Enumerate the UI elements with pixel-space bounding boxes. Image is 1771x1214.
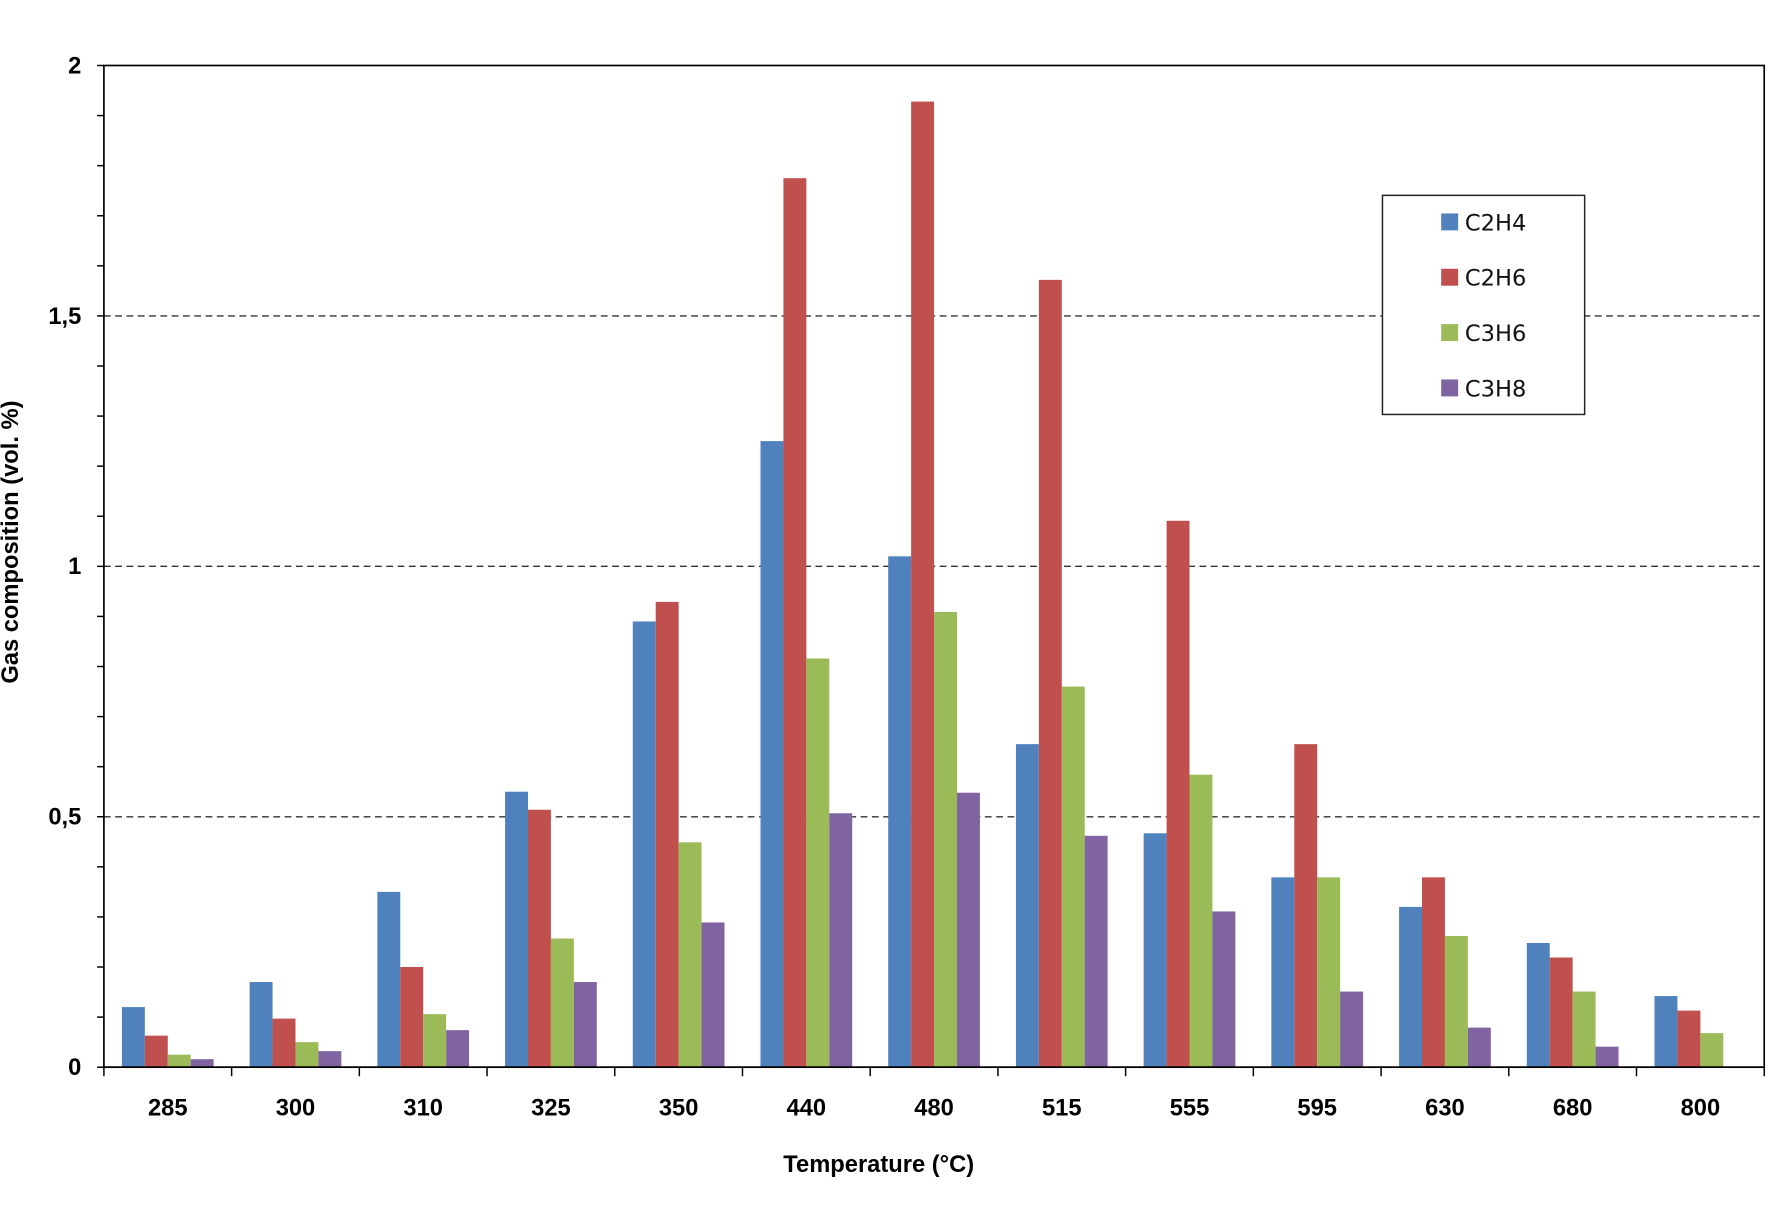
x-tick-label: 800 [1681, 1096, 1721, 1122]
bar-c3h8-630 [1467, 1027, 1491, 1068]
bar-c2h6-630 [1422, 877, 1445, 1068]
bar-c2h6-350 [655, 601, 679, 1068]
x-axis: 285 300 310 325 350 440 480 515 555 595 630 680 800 [103, 1066, 1765, 1122]
bar-c3h6-480 [934, 611, 957, 1068]
bar-c2h6-515 [1038, 279, 1062, 1068]
bar-c3h6-350 [678, 842, 702, 1068]
x-tick-label: 440 [787, 1096, 827, 1122]
bar-c2h4-630 [1399, 906, 1423, 1068]
bar-c2h6-680 [1549, 957, 1573, 1068]
bar-c3h6-595 [1317, 877, 1341, 1068]
bar-c2h6-440 [783, 178, 807, 1068]
bar-c3h6-300 [295, 1042, 319, 1068]
bar-c2h4-800 [1654, 996, 1678, 1068]
bar-c3h8-480 [956, 792, 980, 1068]
x-tick-label: 555 [1170, 1096, 1210, 1122]
y-axis: 0 0,5 1 1,5 2 [48, 53, 104, 1081]
bar-c2h4-285 [121, 1007, 145, 1068]
x-tick-label: 350 [659, 1096, 699, 1122]
bar-c3h8-555 [1212, 911, 1236, 1068]
legend-label-c3h6: C3H6 [1465, 321, 1526, 347]
bar-c3h6-680 [1572, 991, 1596, 1068]
bar-c2h4-555 [1143, 833, 1167, 1068]
bar-c3h6-800 [1700, 1033, 1724, 1068]
bar-c2h6-800 [1677, 1010, 1701, 1068]
bar-c2h6-480 [911, 101, 935, 1068]
bar-c3h6-285 [167, 1054, 191, 1068]
bar-c2h4-480 [888, 556, 912, 1068]
legend-label-c2h6: C2H6 [1465, 266, 1526, 292]
y-tick-label: 2 [68, 53, 81, 79]
bar-c2h4-310 [377, 891, 401, 1068]
x-tick-label: 300 [276, 1096, 316, 1122]
bar-c3h6-630 [1444, 935, 1468, 1068]
legend-swatch-c2h4 [1441, 213, 1459, 231]
bar-c3h6-440 [806, 658, 830, 1068]
y-tick-label: 0,5 [48, 805, 81, 831]
bar-c2h4-300 [249, 982, 273, 1068]
bar-c3h8-300 [318, 1051, 342, 1068]
bars [121, 101, 1724, 1068]
bar-c3h8-680 [1595, 1046, 1619, 1068]
bar-c3h8-285 [190, 1059, 214, 1068]
bar-c3h8-595 [1340, 991, 1364, 1068]
x-tick-label: 285 [148, 1096, 188, 1122]
bar-c2h6-300 [272, 1018, 296, 1068]
x-tick-label: 480 [914, 1096, 954, 1122]
bar-c2h4-325 [505, 791, 528, 1068]
bar-c2h6-555 [1166, 520, 1190, 1068]
y-tick-label: 1 [68, 554, 81, 580]
legend-swatch-c3h6 [1441, 324, 1459, 342]
legend-swatch-c3h8 [1441, 379, 1459, 397]
legend-label-c3h8: C3H8 [1465, 376, 1526, 402]
y-tick-label: 1,5 [48, 304, 81, 330]
bar-c3h8-310 [446, 1030, 470, 1068]
bar-c2h4-680 [1526, 942, 1550, 1068]
bar-c2h4-595 [1271, 877, 1295, 1068]
x-tick-label: 325 [531, 1096, 571, 1122]
bar-c2h4-515 [1015, 744, 1039, 1068]
bar-c3h8-350 [701, 922, 725, 1068]
y-axis-label: Gas composition (vol. %) [0, 400, 24, 683]
legend-label-c2h4: C2H4 [1465, 210, 1526, 236]
x-axis-label: Temperature (°C) [783, 1152, 974, 1178]
bar-c2h6-285 [144, 1035, 168, 1068]
bar-c3h8-515 [1084, 835, 1108, 1068]
bar-c3h6-325 [550, 938, 574, 1068]
legend-swatch-c2h6 [1441, 268, 1459, 286]
x-tick-label: 595 [1297, 1096, 1337, 1122]
bar-c3h6-310 [423, 1014, 447, 1068]
x-tick-label: 630 [1425, 1096, 1465, 1122]
legend: C2H4 C2H6 C3H6 C3H8 [1381, 194, 1586, 416]
bar-c2h6-595 [1294, 744, 1318, 1068]
bar-c3h8-440 [829, 813, 853, 1068]
bar-c3h8-325 [573, 982, 597, 1068]
x-tick-label: 515 [1042, 1096, 1082, 1122]
bar-c2h4-440 [760, 441, 784, 1068]
bar-c2h4-350 [632, 621, 656, 1068]
y-tick-label: 0 [68, 1055, 81, 1081]
bar-c2h6-325 [527, 809, 551, 1068]
x-tick-label: 680 [1553, 1096, 1593, 1122]
x-tick-label: 310 [403, 1096, 443, 1122]
bar-c3h6-555 [1189, 774, 1213, 1068]
bar-c2h6-310 [400, 967, 424, 1068]
bar-c3h6-515 [1061, 686, 1085, 1068]
